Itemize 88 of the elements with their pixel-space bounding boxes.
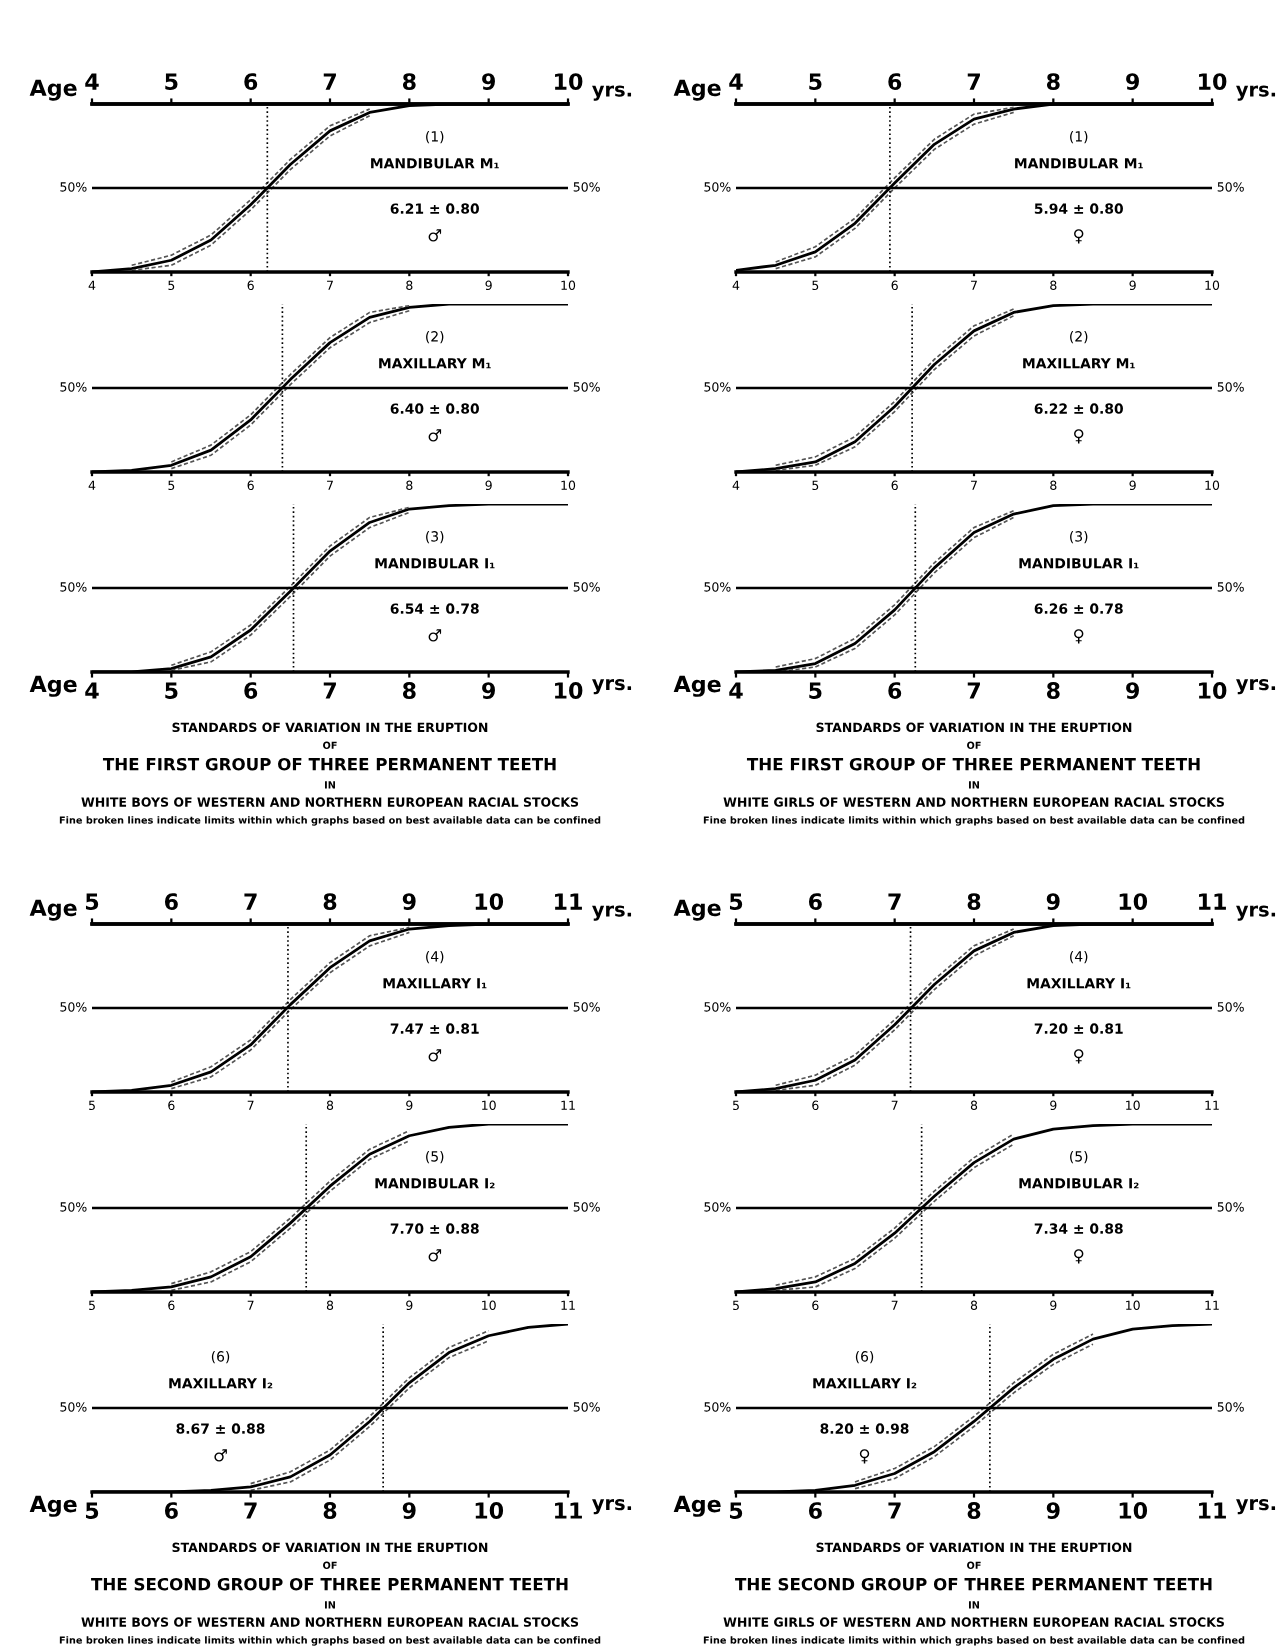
x-tick-label: 8 (967, 1502, 981, 1519)
annotation: ♂ (428, 429, 442, 442)
text: yrs. (1236, 85, 1276, 101)
text: yrs. (1236, 1499, 1276, 1515)
text: yrs. (592, 679, 632, 695)
x-tick-label: 10 (1119, 1502, 1148, 1519)
x2-tick-label: 6 (164, 893, 178, 910)
x-tick-label: 9 (1046, 1502, 1060, 1519)
x2-tick-label: 9 (1046, 893, 1060, 910)
x2-tick-label: 9 (402, 893, 416, 910)
x-tick-label: 6 (888, 682, 902, 699)
x2-tick-label: 4 (85, 73, 99, 90)
text: THE SECOND GROUP OF THREE PERMANENT TEETH (735, 1577, 1212, 1591)
x2-tick-label: 8 (323, 893, 337, 910)
text: yrs. (1236, 679, 1276, 695)
x-tick-label: 7 (888, 1502, 901, 1519)
annotation: ♀ (1074, 429, 1084, 444)
text: yrs. (592, 905, 632, 921)
x2-tick-label: 7 (967, 73, 980, 90)
x2-tick-label: 5 (729, 893, 743, 910)
annotation: ♀ (1074, 229, 1084, 244)
x-tick-label: 10 (555, 682, 583, 699)
x-tick-label: 9 (402, 1502, 416, 1519)
x2-tick-label: 4 (729, 73, 743, 90)
annotation: ♀ (1074, 629, 1084, 644)
x-tick-label: 9 (482, 682, 495, 699)
x-tick-label: 7 (244, 1502, 257, 1519)
x2-tick-label: 9 (1126, 73, 1139, 90)
x-tick-label: 8 (1046, 682, 1060, 699)
x-tick-label: 8 (402, 682, 416, 699)
x-tick-label: 6 (244, 682, 258, 699)
x2-axis-title: Age (673, 79, 721, 101)
x-tick-label: 10 (1199, 682, 1227, 699)
x2-tick-label: 10 (1119, 893, 1148, 910)
x-tick-label: 10 (475, 1502, 504, 1519)
x-tick-label: 5 (809, 682, 822, 699)
x2-tick-label: 9 (482, 73, 495, 90)
x2-tick-label: 11 (555, 893, 582, 910)
x2-tick-label: 7 (888, 893, 901, 910)
annotation: ♂ (428, 1049, 442, 1062)
x2-axis-title: Age (29, 899, 77, 921)
annotation: ♂ (428, 629, 442, 642)
text: THE FIRST GROUP OF THREE PERMANENT TEETH (102, 757, 556, 771)
annotation: ♀ (1074, 1049, 1084, 1064)
x-tick-label: 7 (323, 682, 336, 699)
x2-tick-label: 5 (165, 73, 178, 90)
x-tick-label: 7 (967, 682, 980, 699)
x2-tick-label: 6 (888, 73, 902, 90)
x2-tick-label: 6 (808, 893, 822, 910)
annotation: ♂ (428, 1249, 442, 1262)
x2-tick-label: 10 (555, 73, 583, 90)
x-tick-label: 5 (729, 1502, 743, 1519)
x-tick-label: 8 (323, 1502, 337, 1519)
x2-tick-label: 10 (475, 893, 504, 910)
x2-tick-label: 10 (1199, 73, 1227, 90)
x-axis-title: Age (29, 1495, 77, 1517)
x2-tick-label: 5 (85, 893, 99, 910)
annotation: ♂ (214, 1449, 227, 1462)
x-tick-label: 11 (1199, 1502, 1226, 1519)
annotation: ♀ (1074, 1249, 1084, 1264)
x-tick-label: 4 (85, 682, 99, 699)
x-tick-label: 5 (85, 1502, 99, 1519)
x2-tick-label: 6 (244, 73, 258, 90)
text: yrs. (1236, 905, 1276, 921)
x-tick-label: 6 (808, 1502, 822, 1519)
x2-axis-title: Age (673, 899, 721, 921)
x2-tick-label: 8 (1046, 73, 1060, 90)
x-tick-label: 5 (165, 682, 178, 699)
x-axis-title: Age (29, 675, 77, 697)
text: yrs. (592, 85, 632, 101)
x2-axis-title: Age (29, 79, 77, 101)
x2-tick-label: 11 (1199, 893, 1226, 910)
x2-tick-label: 7 (244, 893, 257, 910)
x-tick-label: 9 (1126, 682, 1139, 699)
x-axis-title: Age (673, 1495, 721, 1517)
annotation: ♂ (428, 229, 442, 242)
text: THE FIRST GROUP OF THREE PERMANENT TEETH (746, 757, 1200, 771)
x-axis-title: Age (673, 675, 721, 697)
x-tick-label: 6 (164, 1502, 178, 1519)
text: THE SECOND GROUP OF THREE PERMANENT TEETH (91, 1577, 568, 1591)
x2-tick-label: 8 (402, 73, 416, 90)
x2-tick-label: 8 (967, 893, 981, 910)
x-tick-label: 4 (729, 682, 743, 699)
x-tick-label: 11 (555, 1502, 582, 1519)
annotation: ♀ (859, 1449, 870, 1464)
text: yrs. (592, 1499, 632, 1515)
x2-tick-label: 7 (323, 73, 336, 90)
x2-tick-label: 5 (809, 73, 822, 90)
